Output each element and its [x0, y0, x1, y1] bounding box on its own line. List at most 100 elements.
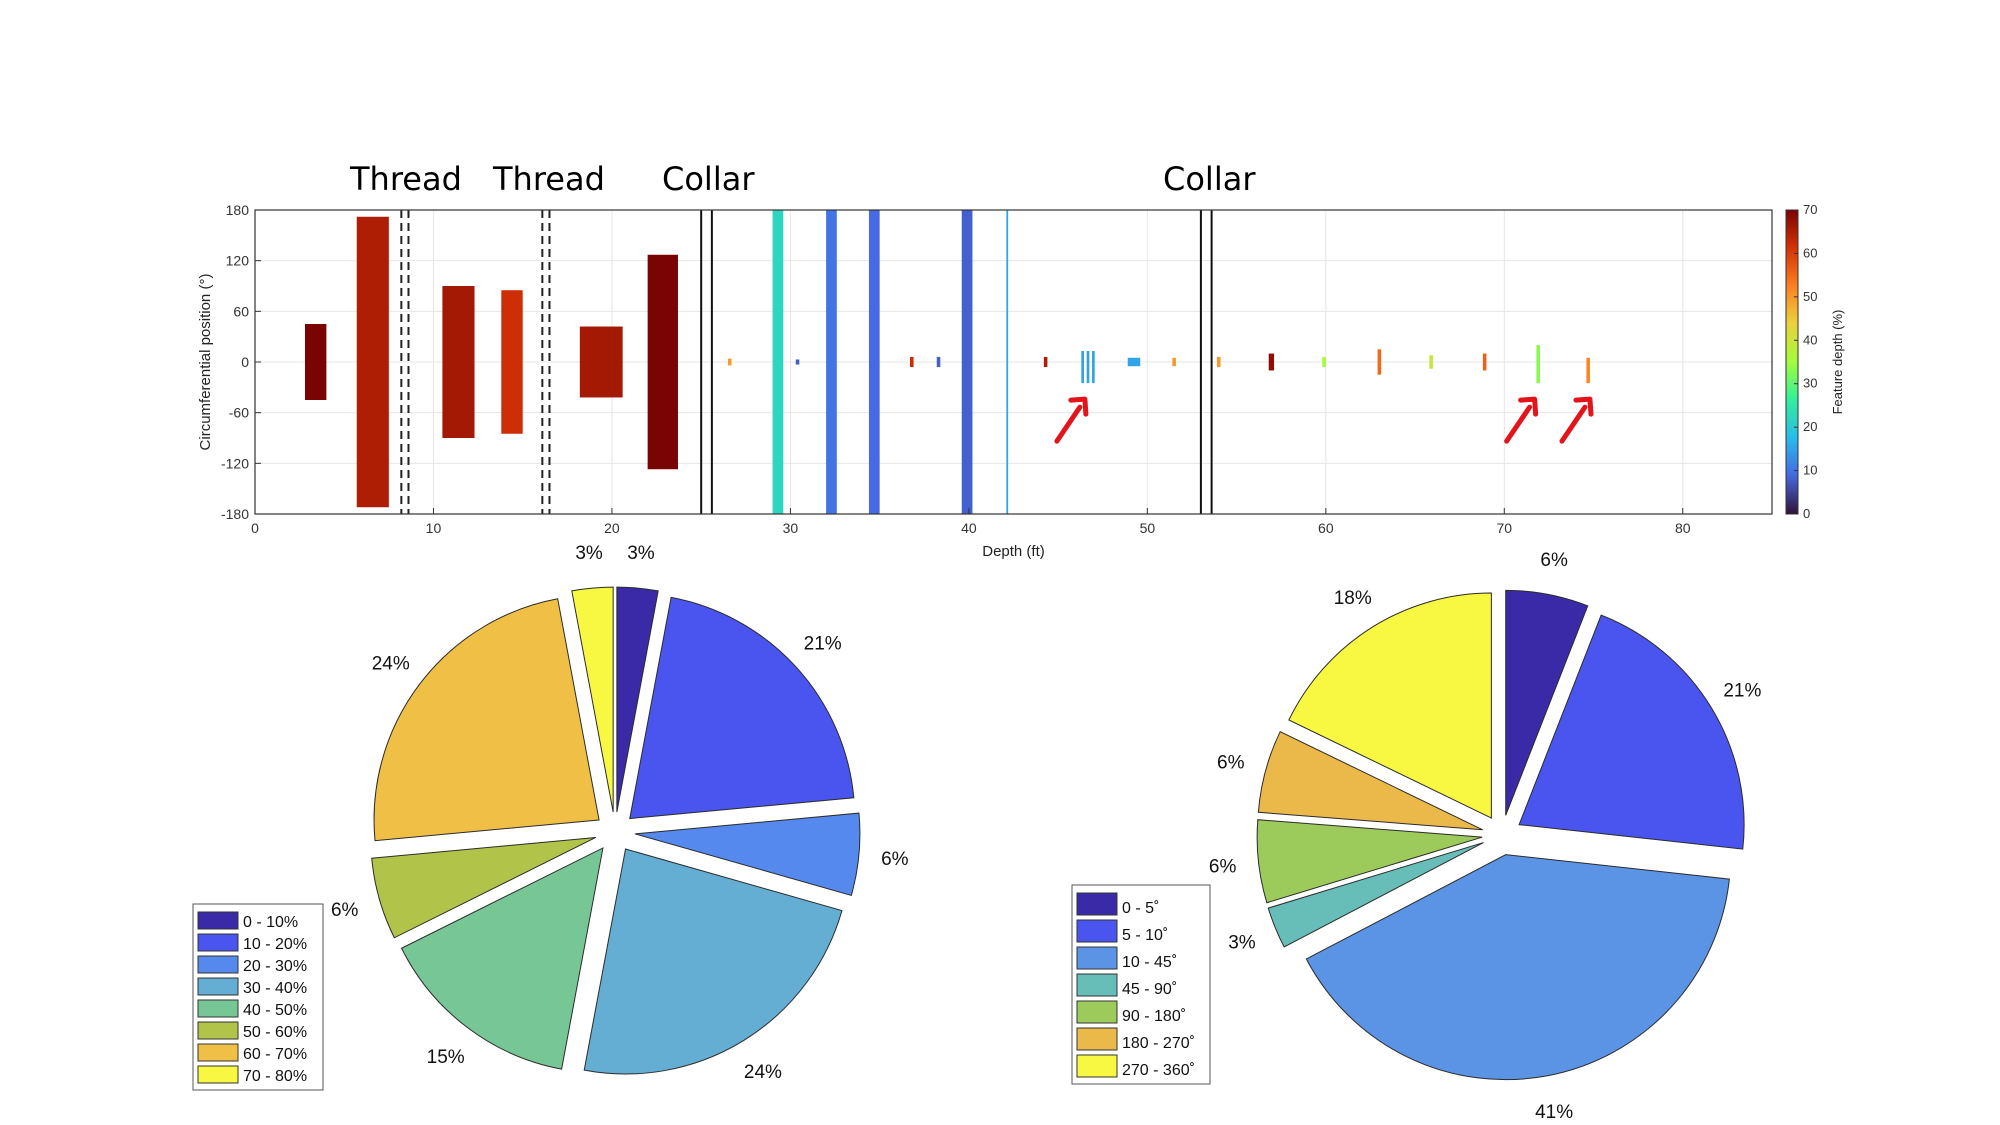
- feature-bar: [304, 324, 327, 400]
- pie-slice-label: 3%: [627, 543, 655, 564]
- feature-bar: [772, 210, 784, 514]
- legend-swatch: [197, 977, 239, 996]
- colorbar-tick-label: 0: [1803, 506, 1810, 521]
- pie-slice-label: 3%: [575, 543, 603, 564]
- colorbar-tick-label: 30: [1803, 376, 1817, 391]
- legend-box: [1071, 884, 1211, 1085]
- legend-swatch: [1076, 973, 1118, 997]
- y-tick-label: -180: [221, 506, 249, 522]
- pie-slice: [1518, 614, 1745, 850]
- red-arrow-shaft: [1054, 404, 1083, 444]
- legend-label: 60 - 70%: [243, 1046, 307, 1063]
- feature-bar: [909, 356, 914, 368]
- legend-swatch: [1076, 946, 1118, 970]
- x-tick-label: 10: [426, 520, 442, 536]
- red-arrow-head: [1068, 396, 1089, 417]
- colorbar-tick-label: 60: [1803, 245, 1817, 260]
- y-tick-label: -60: [229, 405, 249, 421]
- feature-bar: [1482, 353, 1487, 371]
- feature-bar: [1536, 345, 1540, 384]
- legend-swatch: [197, 1021, 239, 1040]
- feature-bar: [647, 254, 678, 470]
- pie-slice: [634, 812, 861, 897]
- pie-slice-label: 15%: [427, 1047, 465, 1068]
- annotation-thread-2: Thread: [493, 160, 605, 198]
- feature-depth-pie-chart: 3% 21% 6% 24% 15% 6% 24% 3% 0 - 10% 10 - 20% 20 - …: [192, 543, 909, 1091]
- colorbar-tick-label: 40: [1803, 332, 1817, 347]
- legend-label: 90 - 180˚: [1122, 1008, 1186, 1025]
- pie-slice: [1267, 842, 1484, 948]
- pie-slice-label: 3%: [1228, 933, 1256, 954]
- x-tick-label: 20: [604, 520, 620, 536]
- pie-slice: [1505, 589, 1589, 816]
- pie-slice-label: 6%: [1209, 857, 1237, 878]
- feature-bar: [1127, 357, 1141, 367]
- y-tick-label: 0: [241, 354, 249, 370]
- red-arrow-shaft: [1559, 404, 1588, 444]
- legend-swatch: [197, 911, 239, 930]
- legend-swatch: [1076, 919, 1118, 943]
- pie-slice: [1257, 731, 1483, 831]
- pie-slice-label: 6%: [1540, 550, 1568, 571]
- legend-swatch: [197, 1065, 239, 1084]
- legend-label: 270 - 360˚: [1122, 1062, 1195, 1079]
- pie-slice-label: 24%: [372, 654, 410, 675]
- legend-swatch: [197, 1043, 239, 1062]
- legend-label: 70 - 80%: [243, 1068, 307, 1085]
- pie-slice-label: 24%: [744, 1062, 782, 1083]
- feature-bar: [1172, 357, 1176, 367]
- angular-extent-pie-chart: 6% 21% 41% 3% 6% 6% 18% 0 - 5˚ 5 - 10˚ 10 - 45˚ 45…: [1071, 550, 1762, 1123]
- legend-label: 180 - 270˚: [1122, 1035, 1195, 1052]
- feature-bar: [1216, 356, 1221, 368]
- colorbar-tick-label: 50: [1803, 289, 1817, 304]
- y-tick-label: 180: [226, 202, 250, 218]
- x-tick-label: 40: [961, 520, 977, 536]
- feature-bar: [1586, 357, 1590, 384]
- y-tick-label: -120: [221, 455, 249, 471]
- feature-bar: [936, 356, 941, 368]
- feature-bar: [1322, 356, 1326, 368]
- legend-label: 0 - 10%: [243, 914, 298, 931]
- feature-bar: [579, 326, 623, 398]
- pie-slice-label: 6%: [1217, 753, 1245, 774]
- feature-bar: [826, 210, 837, 514]
- feature-bar: [795, 359, 800, 365]
- colorbar-tick-label: 70: [1803, 202, 1817, 217]
- pie-slice-label: 21%: [1723, 680, 1761, 701]
- feature-bar: [1043, 356, 1048, 368]
- colorbar-tick-label: 20: [1803, 419, 1817, 434]
- pie-slice: [1288, 592, 1492, 819]
- pie-slice-label: 18%: [1334, 588, 1372, 609]
- legend-label: 10 - 45˚: [1122, 954, 1177, 971]
- pie-slice: [571, 586, 614, 813]
- x-tick-label: 30: [783, 520, 799, 536]
- legend-label: 5 - 10˚: [1122, 927, 1168, 944]
- feature-bar: [727, 358, 732, 366]
- feature-bar: [501, 290, 523, 434]
- legend-label: 0 - 5˚: [1122, 900, 1159, 917]
- colorbar-label: Feature depth (%): [1830, 310, 1845, 415]
- feature-bar: [1081, 351, 1084, 384]
- legend-label: 50 - 60%: [243, 1024, 307, 1041]
- pie-slice-label: 6%: [881, 849, 909, 870]
- red-arrow-head: [1518, 396, 1539, 417]
- feature-bar: [1268, 353, 1275, 371]
- legend-swatch: [1076, 1000, 1118, 1024]
- x-axis-label: Depth (ft): [982, 543, 1045, 560]
- feature-bar: [1006, 210, 1009, 514]
- feature-bar: [1092, 351, 1095, 384]
- pie-slice: [400, 847, 604, 1070]
- feature-bar: [1377, 349, 1382, 375]
- y-axis-label: Circumferential position (°): [197, 274, 214, 451]
- y-tick-label: 60: [233, 303, 249, 319]
- legend-swatch: [197, 955, 239, 974]
- colorbar: [1785, 209, 1799, 515]
- feature-map-chart: 0 10 20 30 40 50 60 70 80 180 120 60 0 -60 -120 -180 Dep…: [197, 202, 1845, 560]
- annotation-thread-1: Thread: [350, 160, 462, 198]
- legend-label: 30 - 40%: [243, 980, 307, 997]
- legend-swatch: [197, 999, 239, 1018]
- red-arrow-head: [1573, 396, 1594, 417]
- pie-slice: [616, 586, 659, 813]
